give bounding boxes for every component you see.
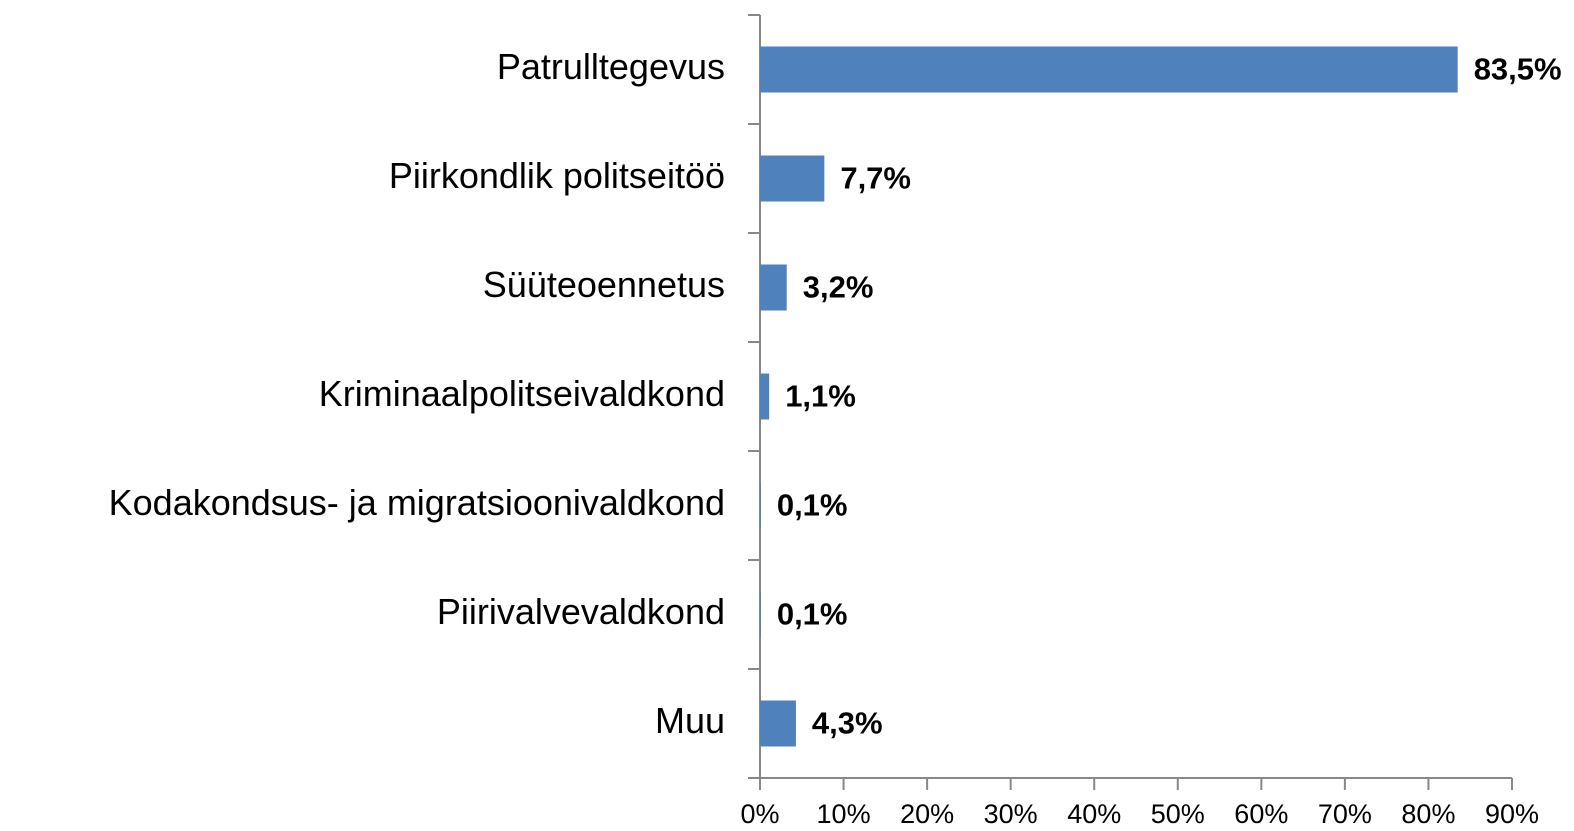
bar [760, 700, 796, 747]
bar [760, 482, 761, 529]
y-tick-label: Piirkondlik politseitöö [389, 155, 725, 196]
x-tick-label: 10% [817, 799, 871, 829]
y-tick-label: Patrulltegevus [497, 46, 725, 87]
bar [760, 373, 770, 420]
x-tick-label: 70% [1318, 799, 1372, 829]
x-tick-label: 0% [740, 799, 779, 829]
y-tick-label: Süüteoennetus [483, 264, 725, 305]
x-tick-label: 30% [984, 799, 1038, 829]
value-label: 3,2% [803, 270, 874, 305]
value-label: 4,3% [812, 706, 883, 741]
value-label: 7,7% [840, 161, 911, 196]
y-tick-label: Piirivalvevaldkond [437, 591, 725, 632]
y-tick-label: Kodakondsus- ja migratsioonivaldkond [109, 482, 725, 523]
y-tick-label: Kriminaalpolitseivaldkond [319, 373, 725, 414]
bar [760, 155, 825, 202]
x-tick-label: 60% [1234, 799, 1288, 829]
y-tick-label: Muu [655, 700, 725, 741]
bar [760, 264, 787, 311]
x-tick-label: 40% [1067, 799, 1121, 829]
value-label: 83,5% [1474, 52, 1562, 87]
x-tick-label: 20% [900, 799, 954, 829]
x-tick-label: 90% [1485, 799, 1539, 829]
value-label: 0,1% [777, 488, 848, 523]
value-label: 1,1% [785, 379, 856, 414]
x-tick-label: 50% [1151, 799, 1205, 829]
value-label: 0,1% [777, 597, 848, 632]
x-tick-label: 80% [1401, 799, 1455, 829]
bar [760, 591, 761, 638]
bar [760, 46, 1458, 93]
